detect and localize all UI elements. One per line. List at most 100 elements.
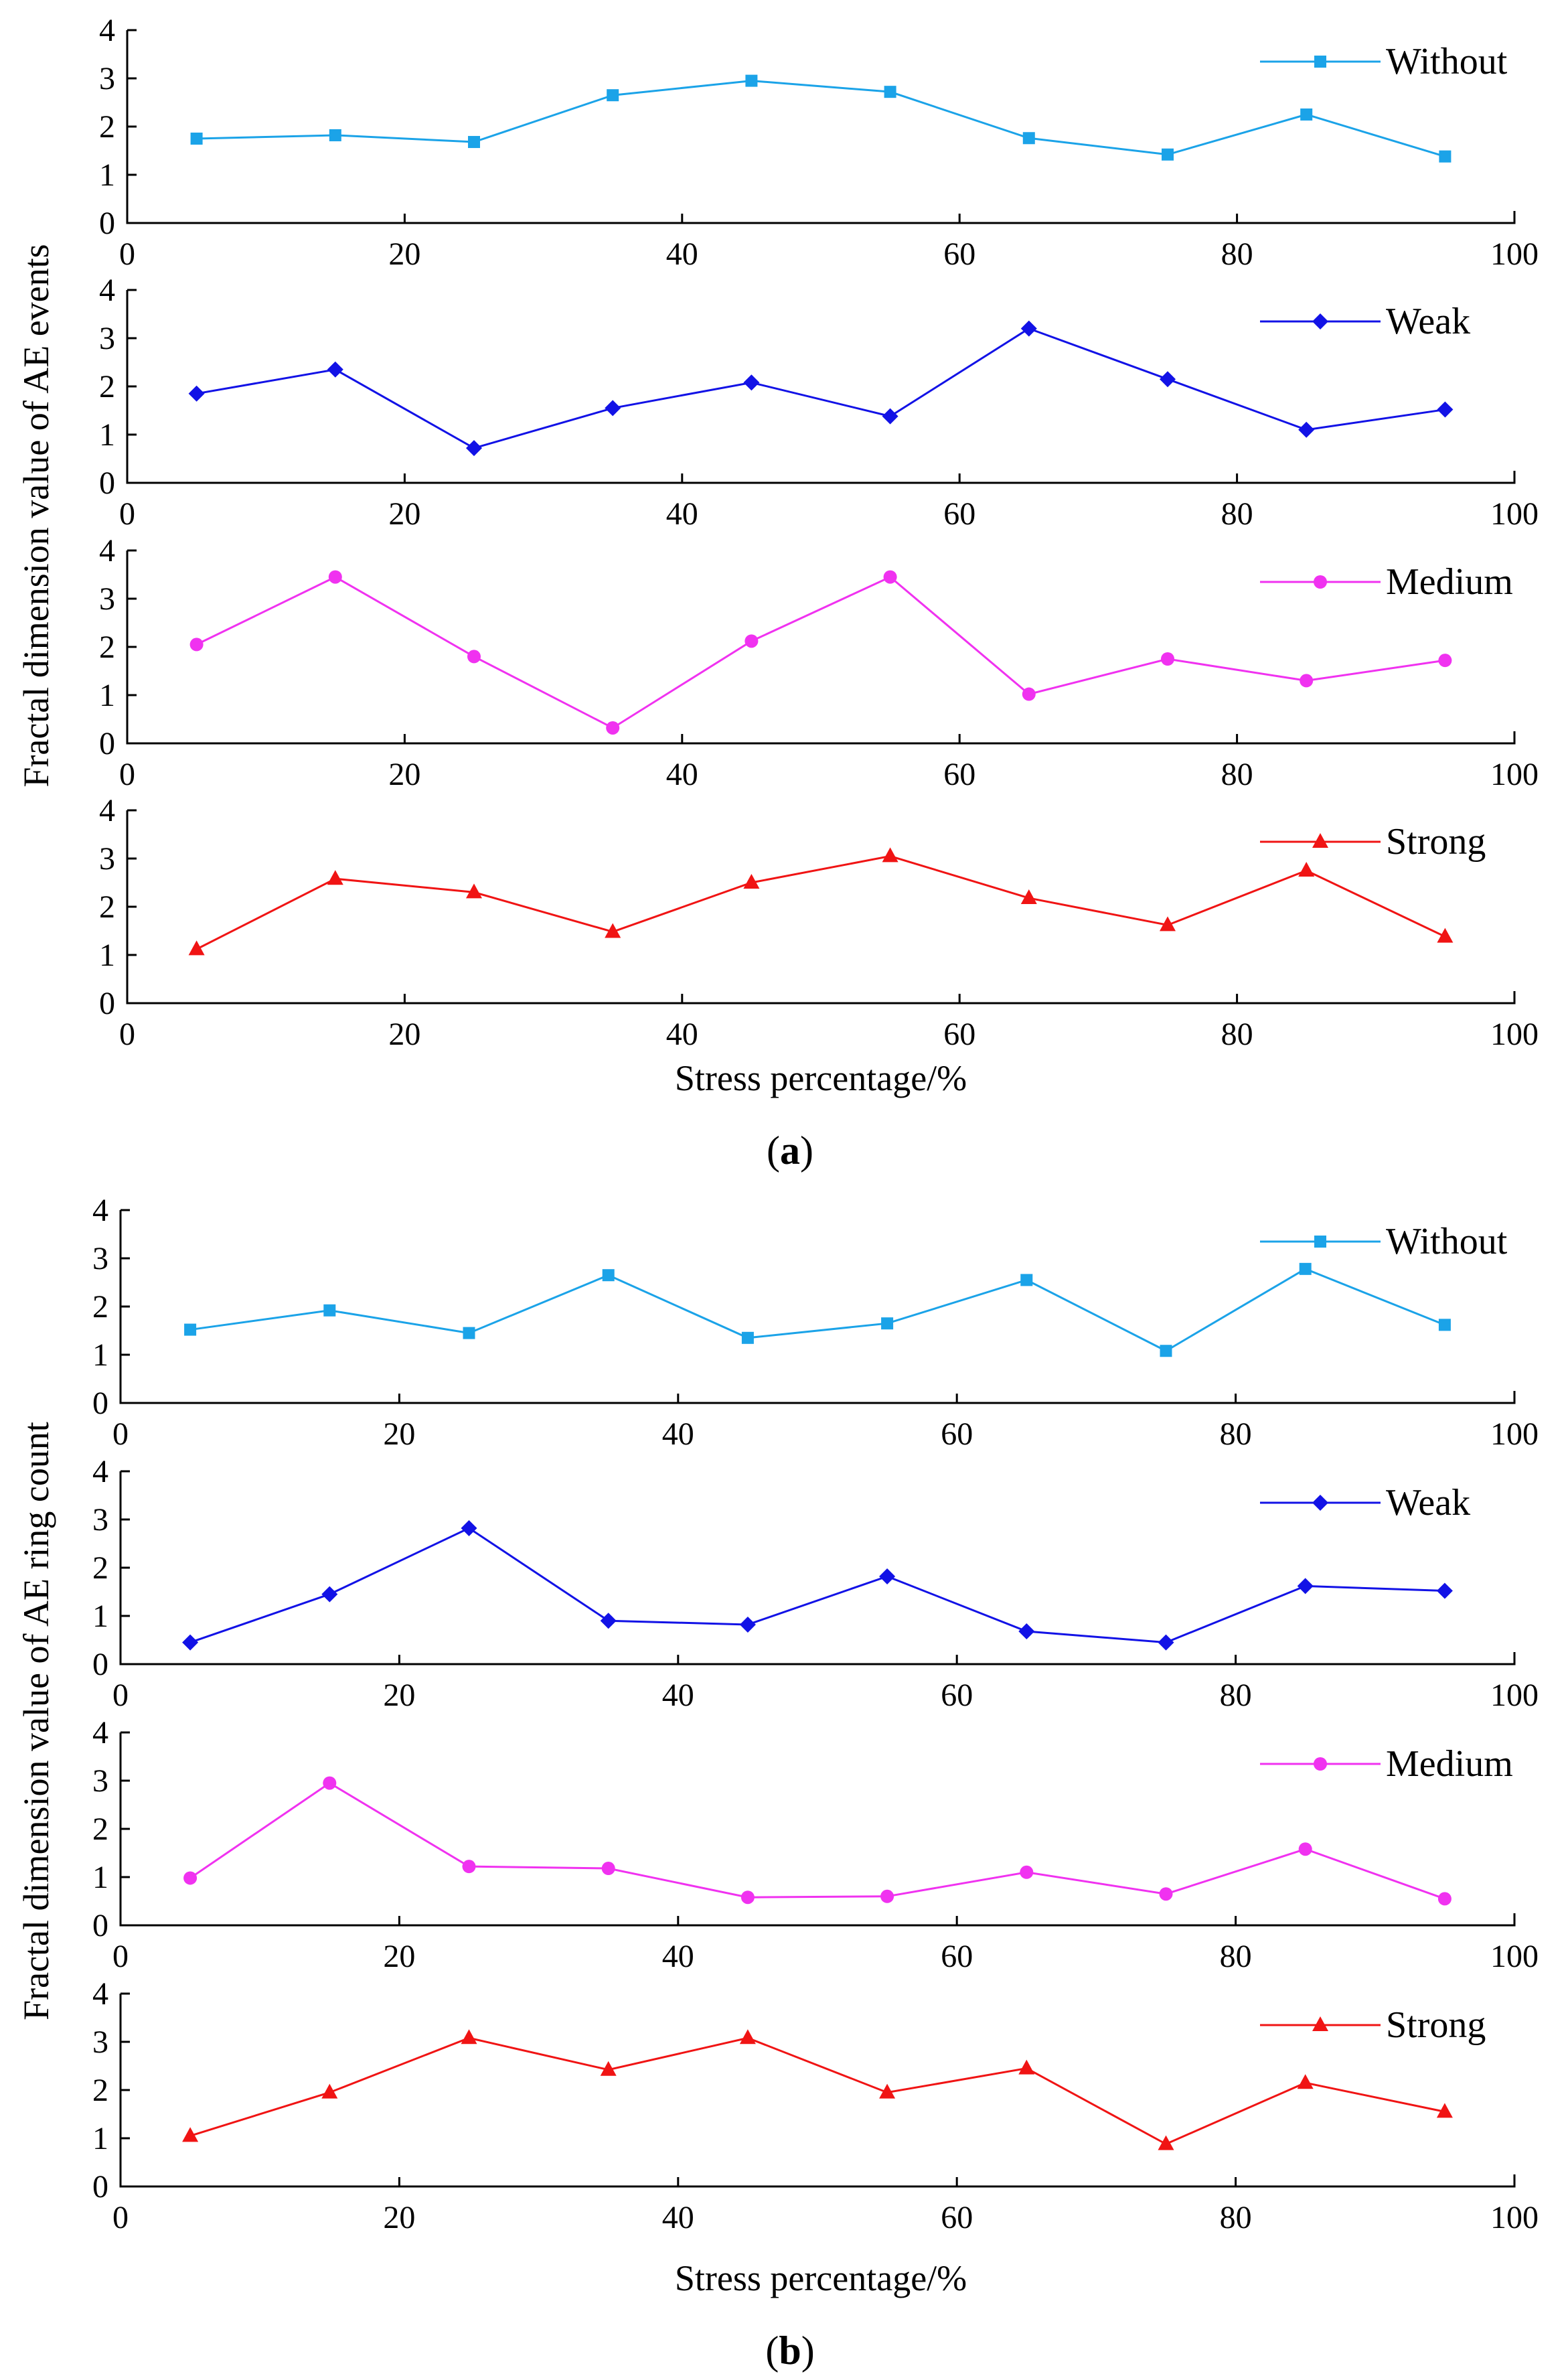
y-tick-label: 2 — [92, 1811, 108, 1847]
axes — [126, 30, 1516, 224]
y-tick-label: 0 — [99, 206, 115, 241]
data-point — [327, 361, 343, 378]
data-point — [882, 408, 898, 425]
data-point — [1160, 916, 1176, 932]
x-tick-label: 20 — [388, 496, 420, 532]
data-point — [1297, 2074, 1314, 2089]
x-tick-label: 40 — [666, 757, 698, 792]
x-tick-label: 60 — [943, 757, 975, 792]
x-tick-label: 20 — [383, 1678, 415, 1713]
legend-marker — [1312, 2016, 1328, 2031]
y-tick-label: 0 — [92, 2169, 108, 2205]
data-point — [1437, 927, 1454, 943]
y-tick-label: 4 — [92, 1715, 108, 1751]
x-tick-label: 100 — [1490, 1416, 1539, 1452]
data-point — [467, 650, 481, 664]
panel-b-label: (b) — [765, 2328, 814, 2373]
data-point — [1161, 652, 1174, 666]
x-tick-label: 60 — [943, 496, 975, 532]
data-point — [741, 1331, 754, 1344]
x-tick-label: 40 — [662, 1416, 694, 1452]
y-tick-label: 4 — [92, 1976, 108, 2012]
x-tick-label: 60 — [941, 1939, 973, 1974]
y-tick-label: 3 — [99, 581, 115, 617]
data-point — [879, 2083, 896, 2099]
data-point — [1158, 2135, 1174, 2150]
data-point — [182, 1634, 199, 1651]
data-point — [184, 1323, 197, 1336]
data-point — [600, 1613, 617, 1629]
x-tick-label: 40 — [662, 2200, 694, 2235]
x-tick-label: 80 — [1221, 1017, 1253, 1052]
legend-label: Medium — [1386, 1743, 1513, 1785]
x-tick-label: 100 — [1490, 236, 1539, 272]
data-point — [1300, 108, 1313, 121]
y-tick-label: 0 — [99, 726, 115, 761]
series-line — [189, 1527, 1445, 1644]
data-point — [329, 129, 341, 141]
data-point — [602, 1269, 615, 1282]
series-line — [195, 854, 1446, 950]
data-point — [739, 1616, 756, 1633]
data-point — [1018, 1623, 1035, 1640]
series-line — [196, 327, 1445, 449]
y-tick-label: 3 — [92, 1241, 108, 1276]
data-point — [883, 570, 897, 584]
x-tick-label: 20 — [388, 757, 420, 792]
panel-a-xlabel: Stress percentage/% — [675, 1058, 967, 1098]
data-point — [1298, 421, 1315, 438]
data-point — [740, 1890, 755, 1905]
axes — [119, 1471, 1516, 1665]
x-tick-label: 80 — [1221, 496, 1253, 532]
data-point — [601, 1862, 615, 1876]
panel-b-ylabel: Fractal dimension value of AE ring count — [16, 1422, 56, 2020]
data-point — [462, 1860, 476, 1874]
y-tick-label: 0 — [92, 1908, 108, 1943]
series-line — [195, 575, 1445, 729]
legend-marker — [1312, 833, 1328, 848]
axes — [126, 290, 1516, 484]
data-point — [189, 638, 204, 652]
x-tick-label: 100 — [1490, 1017, 1539, 1052]
data-point — [1159, 1887, 1173, 1901]
x-tick-label: 20 — [383, 1416, 415, 1452]
data-point — [1438, 1319, 1451, 1331]
data-point — [1437, 401, 1454, 418]
x-tick-label: 60 — [941, 1416, 973, 1452]
data-point — [1436, 2103, 1453, 2118]
data-point — [744, 634, 759, 648]
y-tick-label: 2 — [99, 369, 115, 404]
data-point — [743, 374, 760, 391]
y-tick-label: 2 — [92, 1289, 108, 1325]
x-tick-label: 100 — [1490, 757, 1539, 792]
y-tick-label: 3 — [99, 321, 115, 356]
data-point — [1158, 1634, 1174, 1651]
y-tick-label: 2 — [99, 889, 115, 925]
legend-label: Weak — [1386, 301, 1470, 342]
data-point — [606, 721, 620, 735]
data-point — [605, 400, 621, 417]
y-tick-label: 3 — [92, 1763, 108, 1799]
x-tick-label: 80 — [1220, 1939, 1252, 1974]
data-point — [1020, 889, 1037, 905]
series-line — [189, 2036, 1445, 2146]
x-tick-label: 80 — [1221, 236, 1253, 272]
data-point — [463, 1327, 475, 1339]
y-tick-label: 1 — [92, 2121, 108, 2156]
y-tick-label: 0 — [92, 1647, 108, 1682]
x-tick-label: 40 — [662, 1678, 694, 1713]
x-tick-label: 20 — [383, 1939, 415, 1974]
data-point — [328, 570, 342, 584]
data-point — [1436, 1582, 1453, 1599]
data-point — [607, 89, 619, 102]
data-point — [1020, 1274, 1033, 1286]
y-tick-label: 0 — [99, 986, 115, 1021]
y-tick-label: 4 — [99, 793, 115, 828]
x-tick-label: 60 — [943, 1017, 975, 1052]
data-point — [1160, 371, 1176, 388]
legend-marker — [1314, 575, 1327, 589]
data-point — [183, 1871, 198, 1885]
legend-marker — [1314, 1757, 1327, 1771]
